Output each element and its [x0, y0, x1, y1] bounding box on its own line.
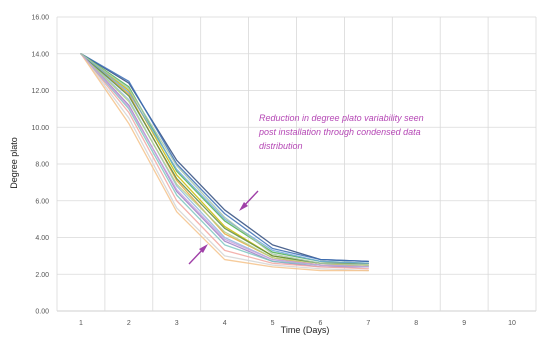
y-axis-label: Degree plato	[9, 137, 19, 189]
series-group	[80, 53, 370, 272]
x-tick-label: 5	[271, 320, 275, 327]
y-tick-label: 4.00	[35, 235, 49, 242]
series-line-8	[80, 53, 370, 270]
annotation-line-1: Reduction in degree plato variability se…	[259, 113, 424, 123]
annotation: Reduction in degree plato variability se…	[258, 113, 424, 151]
x-tick-label: 8	[414, 320, 418, 327]
y-tick-label: 6.00	[35, 198, 49, 205]
arrow-lower	[188, 244, 208, 265]
x-tick-label: 10	[508, 320, 516, 327]
y-tick-label: 2.00	[35, 272, 49, 279]
series-line-11	[80, 53, 370, 272]
x-axis-label: Time (Days)	[281, 325, 330, 335]
y-tick-label: 10.00	[31, 125, 49, 132]
x-tick-label: 9	[462, 320, 466, 327]
arrows	[188, 190, 259, 265]
y-tick-label: 12.00	[31, 88, 49, 95]
y-tick-label: 0.00	[35, 309, 49, 316]
y-axis-ticks: 0.00 2.00 4.00 6.00 8.00 10.00 12.00 14.00 16.00	[31, 15, 49, 316]
x-tick-label: 7	[366, 320, 370, 327]
series-line-2	[80, 53, 370, 263]
series-line-12	[80, 53, 370, 272]
x-tick-label: 3	[175, 320, 179, 327]
annotation-line-2: post installation through condensed data	[258, 127, 421, 137]
series-line-14	[80, 53, 370, 264]
x-tick-label: 1	[79, 320, 83, 327]
y-tick-label: 14.00	[31, 51, 49, 58]
arrow-upper	[239, 190, 259, 211]
y-tick-label: 16.00	[31, 15, 49, 22]
x-tick-label: 2	[127, 320, 131, 327]
annotation-line-3: distribution	[259, 141, 303, 151]
series-line-15	[80, 53, 370, 268]
x-tick-label: 6	[318, 320, 322, 327]
x-axis-ticks: 1 2 3 4 5 6 7 8 9 10	[79, 320, 516, 327]
series-line-16	[80, 53, 370, 266]
x-tick-label: 4	[223, 320, 227, 327]
y-tick-label: 8.00	[35, 162, 49, 169]
